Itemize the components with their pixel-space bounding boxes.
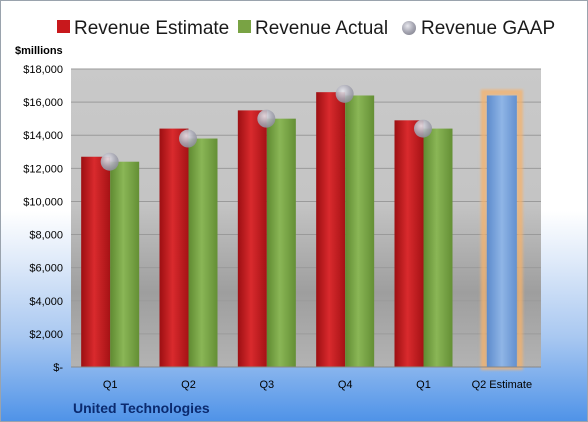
legend-marker-revenue-gaap: [402, 21, 416, 35]
legend-label-revenue-actual: Revenue Actual: [255, 18, 388, 39]
x-tick-label: Q1: [103, 379, 118, 391]
legend-swatch-revenue-actual: [238, 20, 251, 33]
bar-revenue-estimate-2: [159, 128, 189, 367]
unit-label: $millions: [15, 45, 63, 57]
gaap-markers: [100, 84, 432, 171]
bars: [81, 89, 523, 370]
bar-revenue-estimate-5: [394, 120, 424, 367]
plot-area: [71, 69, 541, 367]
bar-revenue-estimate-1: [81, 156, 111, 367]
bar-revenue-estimate-4: [316, 92, 346, 367]
x-tick-label: Q4: [338, 379, 353, 391]
y-tick-label: $12,000: [23, 163, 63, 175]
y-tick-label: $4,000: [29, 296, 63, 308]
y-tick-label: $-: [53, 362, 63, 374]
x-tick-label: Q1: [416, 379, 431, 391]
x-tick-label: Q2: [181, 379, 196, 391]
bar-revenue-actual-5: [423, 128, 453, 367]
legend: Revenue Estimate Revenue Actual Revenue …: [57, 18, 555, 39]
y-axis-ticks: $- $2,000 $4,000 $6,000 $8,000 $10,000 $12,000…: [23, 64, 63, 374]
legend-item-revenue-gaap: Revenue GAAP: [402, 18, 555, 39]
x-tick-label: Q3: [259, 379, 274, 391]
x-axis-ticks: Q1 Q2 Q3 Q4 Q1 Q2 Estimate: [103, 379, 532, 391]
bar-revenue-estimate-3: [237, 110, 267, 367]
bar-revenue-actual-1: [110, 161, 140, 367]
bar-revenue-actual-2: [188, 138, 218, 367]
bar-revenue-actual-3: [266, 118, 296, 368]
legend-swatch-revenue-estimate: [57, 20, 70, 33]
gaap-marker-5: [414, 119, 432, 138]
legend-label-revenue-gaap: Revenue GAAP: [421, 18, 555, 39]
gaap-marker-1: [100, 152, 119, 171]
legend-item-revenue-estimate: Revenue Estimate: [57, 18, 229, 39]
bar-revenue-actual-4: [345, 95, 375, 367]
y-tick-label: $8,000: [29, 230, 63, 242]
gaap-marker-4: [335, 84, 354, 103]
legend-label-revenue-estimate: Revenue Estimate: [74, 18, 229, 39]
y-tick-label: $18,000: [23, 64, 63, 76]
y-tick-label: $2,000: [29, 329, 63, 341]
legend-item-revenue-actual: Revenue Actual: [238, 18, 388, 39]
gridlines: [71, 68, 541, 335]
company-name: United Technologies: [73, 400, 210, 416]
x-tick-label: Q2 Estimate: [472, 379, 533, 391]
y-tick-label: $6,000: [29, 263, 63, 275]
bar-q2-estimate: [486, 95, 517, 367]
gaap-marker-3: [257, 109, 276, 128]
y-tick-label: $14,000: [23, 130, 63, 142]
y-tick-label: $16,000: [23, 97, 63, 109]
y-tick-label: $10,000: [23, 196, 63, 208]
gaap-marker-2: [179, 129, 197, 148]
